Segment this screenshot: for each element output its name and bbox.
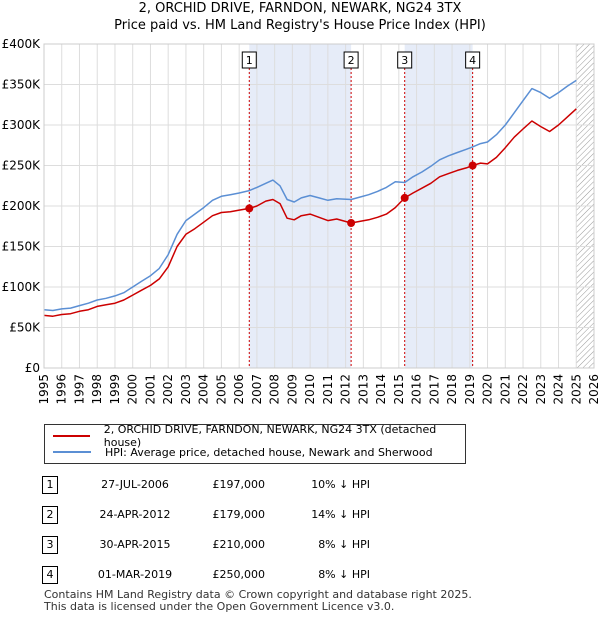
y-tick-label: £200K	[2, 199, 42, 213]
sale-date: 24-APR-2012	[99, 508, 171, 521]
plot-border	[43, 43, 595, 369]
sale-number: 2	[42, 506, 58, 524]
x-tick-label: 2000	[126, 374, 140, 405]
series-line	[43, 108, 577, 317]
x-tick-label: 2011	[321, 374, 335, 405]
sale-marker-box	[343, 51, 359, 69]
sale-number: 1	[42, 476, 58, 494]
x-tick-label: 2005	[214, 374, 228, 405]
legend-label-hpi: HPI: Average price, detached house, Newa…	[105, 445, 433, 459]
x-tick-label: 2006	[232, 374, 246, 405]
sale-hpi-diff: 8% ↓ HPI	[318, 538, 370, 551]
y-tick-label: £100K	[2, 280, 42, 294]
y-tick-label: £250K	[2, 159, 42, 173]
footer-line-2: This data is licensed under the Open Gov…	[44, 600, 395, 613]
x-tick-label: 2024	[552, 374, 566, 405]
sale-number: 4	[42, 566, 58, 584]
x-tick-label: 2019	[463, 374, 477, 405]
x-tick-label: 1995	[37, 374, 51, 405]
x-tick-label: 2015	[392, 374, 406, 405]
sale-row: 3 30-APR-2015 £210,000 8% ↓ HPI	[0, 536, 600, 556]
x-tick-label: 2017	[427, 374, 441, 405]
sale-row: 2 24-APR-2012 £179,000 14% ↓ HPI	[0, 506, 600, 526]
sale-date: 27-JUL-2006	[101, 478, 169, 491]
sale-date: 01-MAR-2019	[97, 568, 173, 581]
y-tick-label: £50K	[9, 321, 41, 335]
sale-point	[347, 219, 356, 228]
chart-subtitle: Price paid vs. HM Land Registry's House …	[114, 18, 486, 33]
legend-label-property: 2, ORCHID DRIVE, FARNDON, NEWARK, NG24 3…	[103, 423, 437, 449]
sale-hpi-diff: 10% ↓ HPI	[311, 478, 370, 491]
y-tick-label: £350K	[2, 78, 42, 92]
footer-line-1: Contains HM Land Registry data © Crown c…	[44, 588, 472, 601]
sale-row: 4 01-MAR-2019 £250,000 8% ↓ HPI	[0, 566, 600, 586]
sale-marker-label: 4	[469, 54, 476, 67]
x-tick-label: 2018	[445, 374, 459, 405]
x-tick-label: 2026	[587, 374, 600, 405]
x-tick-label: 2023	[534, 374, 548, 405]
x-tick-label: 2007	[250, 374, 264, 405]
x-tick-label: 1997	[72, 374, 86, 405]
sale-price: £179,000	[212, 508, 266, 521]
sale-price: £197,000	[212, 478, 266, 491]
footer-attribution: Contains HM Land Registry data © Crown c…	[44, 589, 472, 613]
legend-swatch-property	[53, 435, 90, 437]
chart-title: 2, ORCHID DRIVE, FARNDON, NEWARK, NG24 3…	[138, 1, 462, 16]
y-tick-label: £400K	[2, 37, 42, 51]
x-tick-label: 1996	[55, 374, 69, 405]
legend-item-property: 2, ORCHID DRIVE, FARNDON, NEWARK, NG24 3…	[53, 423, 465, 449]
x-tick-label: 2001	[143, 374, 157, 405]
legend-swatch-hpi	[53, 451, 91, 453]
x-tick-label: 2016	[410, 374, 424, 405]
x-tick-label: 2013	[356, 374, 370, 405]
x-tick-label: 2002	[161, 374, 175, 405]
x-tick-label: 2010	[303, 374, 317, 405]
x-tick-label: 1998	[90, 374, 104, 405]
x-tick-label: 2008	[268, 374, 282, 405]
sale-date: 30-APR-2015	[99, 538, 171, 551]
sale-marker-label: 2	[348, 54, 355, 67]
sale-marker-box	[241, 51, 257, 69]
sale-hpi-diff: 14% ↓ HPI	[311, 508, 370, 521]
x-tick-label: 2014	[374, 374, 388, 405]
y-tick-label: £150K	[2, 240, 42, 254]
x-tick-label: 2022	[516, 374, 530, 405]
sale-marker-box	[397, 51, 413, 69]
legend-item-hpi: HPI: Average price, detached house, Newa…	[53, 444, 433, 460]
sale-number: 3	[42, 536, 58, 554]
y-tick-label: £300K	[2, 118, 42, 132]
sale-point	[400, 193, 409, 202]
sale-point	[245, 204, 254, 213]
sale-hpi-diff: 8% ↓ HPI	[318, 568, 370, 581]
x-tick-label: 2003	[179, 374, 193, 405]
legend: 2, ORCHID DRIVE, FARNDON, NEWARK, NG24 3…	[44, 423, 466, 464]
series-line	[43, 79, 577, 312]
x-tick-label: 2021	[498, 374, 512, 405]
y-tick-label: £0	[25, 361, 40, 375]
sale-point	[468, 161, 477, 170]
x-tick-label: 2009	[285, 374, 299, 405]
x-tick-label: 2004	[197, 374, 211, 405]
x-tick-label: 2012	[339, 374, 353, 405]
sale-marker-label: 1	[246, 54, 253, 67]
x-tick-label: 1999	[108, 374, 122, 405]
sale-price: £210,000	[212, 538, 266, 551]
sale-price: £250,000	[212, 568, 266, 581]
x-tick-label: 2025	[569, 374, 583, 405]
sale-marker-box	[465, 51, 481, 69]
sale-marker-label: 3	[401, 54, 408, 67]
price-chart: 1 2 3 4 £0 £50K £100K £150K £200K £250K £300K £350…	[2, 37, 600, 405]
sale-row: 1 27-JUL-2006 £197,000 10% ↓ HPI	[0, 476, 600, 496]
x-tick-label: 2020	[481, 374, 495, 405]
